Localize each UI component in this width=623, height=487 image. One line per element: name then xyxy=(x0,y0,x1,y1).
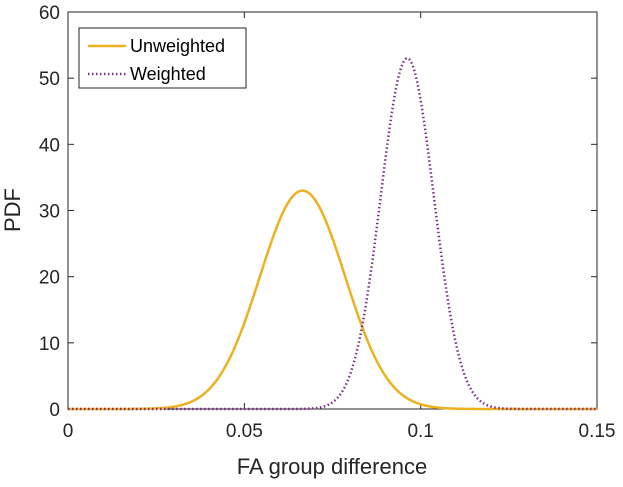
y-tick-label: 50 xyxy=(39,69,60,90)
legend: Unweighted Weighted xyxy=(78,27,247,89)
y-tick-label: 30 xyxy=(39,202,60,223)
x-tick-label: 0.1 xyxy=(407,421,433,442)
y-tick-label: 20 xyxy=(39,268,60,289)
axis-labels: FA group difference PDF xyxy=(0,188,427,479)
ticks: 0 0.05 0.1 0.15 0 10 20 30 40 50 60 xyxy=(39,3,616,442)
legend-box xyxy=(78,27,247,89)
y-tick-label: 40 xyxy=(39,135,60,156)
y-tick-label: 60 xyxy=(39,3,60,24)
x-tick-label: 0.05 xyxy=(226,421,263,442)
x-axis-label: FA group difference xyxy=(237,454,427,479)
series-line-weighted xyxy=(67,57,598,411)
y-axis-label: PDF xyxy=(0,188,25,232)
series xyxy=(67,57,598,411)
legend-label-weighted: Weighted xyxy=(130,64,206,84)
x-tick-label: 0 xyxy=(63,421,74,442)
y-tick-label: 10 xyxy=(39,334,60,355)
x-tick-label: 0.15 xyxy=(579,421,616,442)
legend-label-unweighted: Unweighted xyxy=(130,36,225,56)
y-tick-label: 0 xyxy=(49,400,60,421)
